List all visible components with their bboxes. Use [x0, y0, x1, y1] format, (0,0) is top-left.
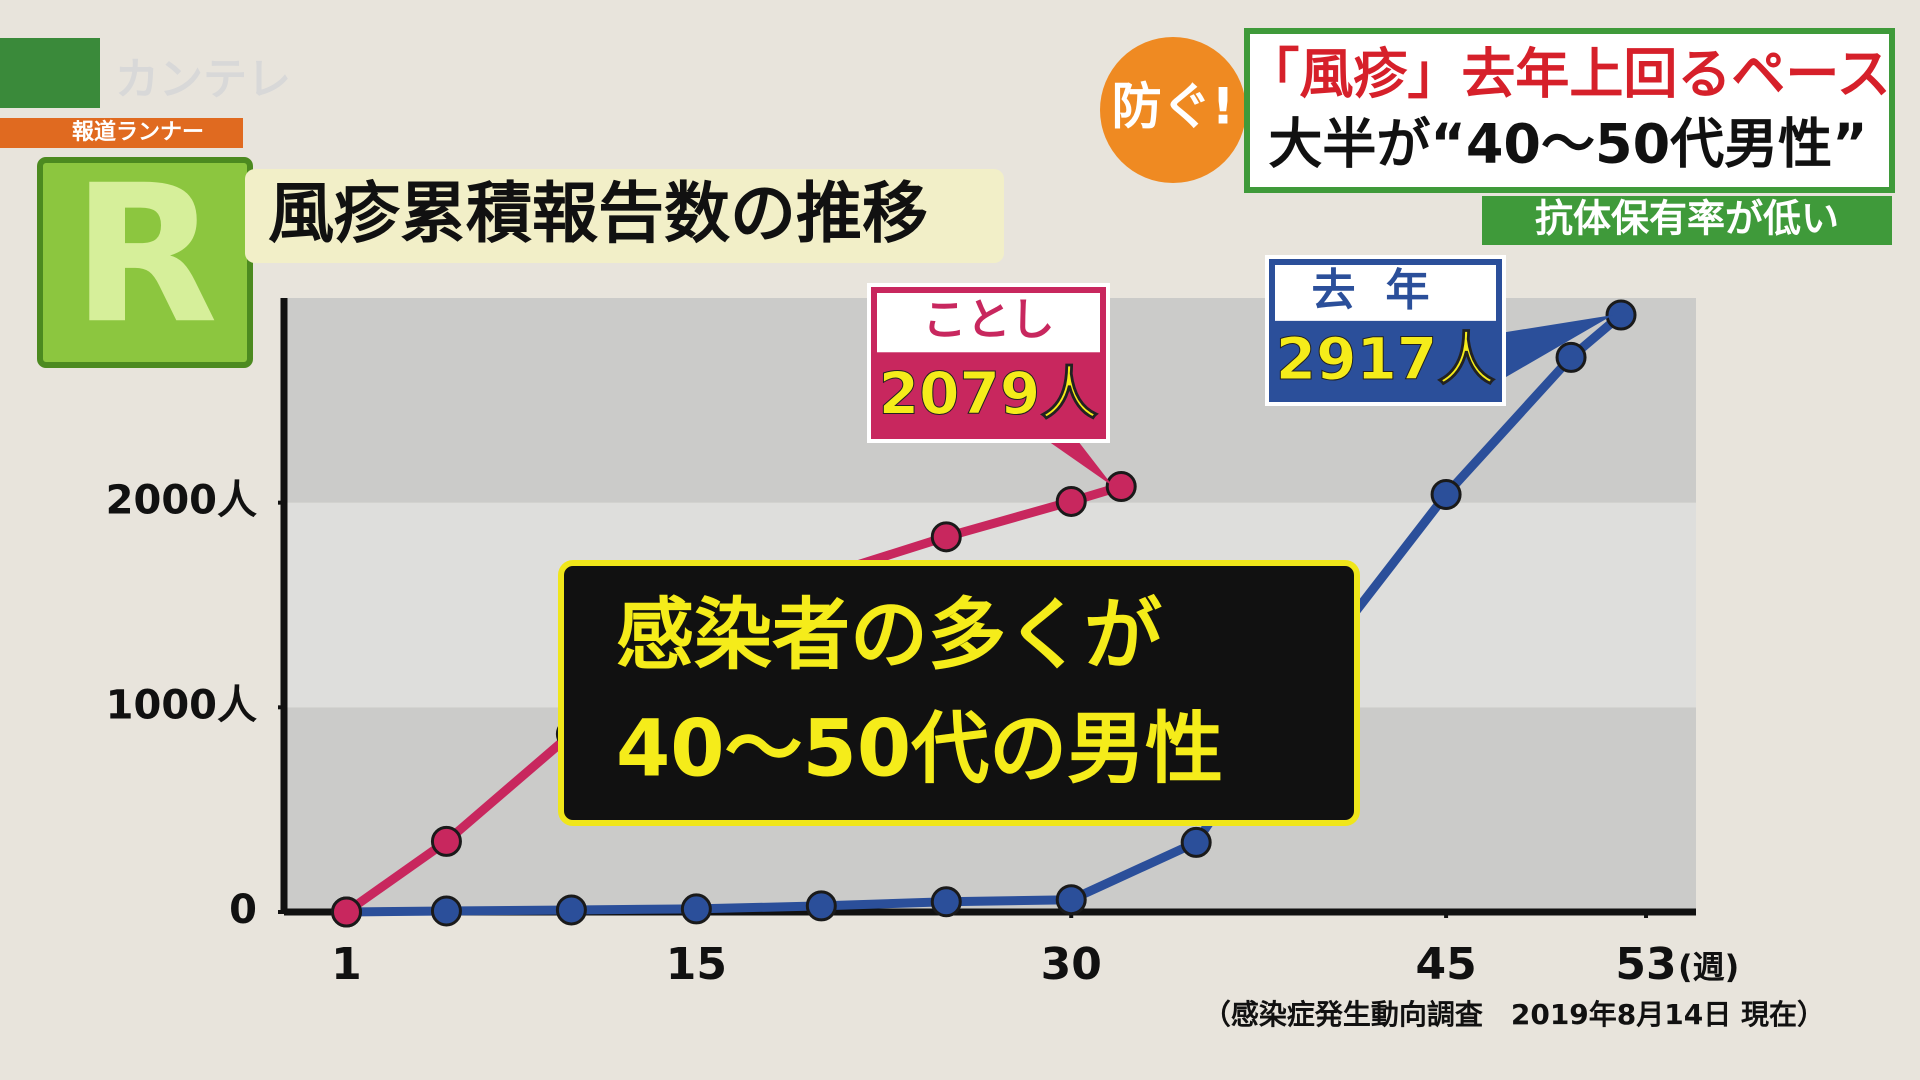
point: [1105, 470, 1137, 502]
x-tick-label: 30: [1041, 939, 1102, 990]
callout-name-bg: [877, 293, 1100, 353]
callout-name-bg: [1275, 265, 1496, 321]
x-tick-label: 15: [666, 939, 727, 990]
headline-line2: 大半が“40～50代男性”: [1268, 113, 1867, 176]
point: [1555, 341, 1587, 373]
callout-pointer: [1494, 314, 1614, 384]
point: [330, 896, 362, 928]
point: [1605, 299, 1637, 331]
channel-logo: カンテレ: [115, 54, 291, 105]
point: [930, 886, 962, 918]
annotation-text: 感染者の多くが: [616, 590, 1162, 680]
point: [1055, 884, 1087, 916]
annotation-text: 40～50代の男性: [616, 704, 1223, 794]
y-tick-label: 0: [229, 887, 257, 933]
badge-circle: [1100, 37, 1246, 183]
point: [1180, 826, 1212, 858]
legend-label: ことし: [923, 295, 1055, 346]
legend-label: 去年: [1312, 265, 1460, 316]
x-tick-label: 45: [1415, 939, 1476, 990]
headline-sub: 抗体保有率が低い: [1535, 197, 1839, 241]
x-unit: (週): [1678, 948, 1739, 986]
program-name: 報道ランナー: [72, 119, 204, 145]
point: [1430, 478, 1462, 510]
corner-badge-bg: [37, 157, 253, 368]
value-label: 2917人: [1276, 325, 1495, 393]
headline-line1: 「風疹」去年上回るペース: [1245, 43, 1890, 106]
point: [430, 825, 462, 857]
annotation-box: [558, 560, 1360, 826]
logo-bar: [0, 38, 100, 108]
corner-badge: R: [72, 144, 218, 365]
chart-title: 風疹累積報告数の推移: [268, 175, 928, 252]
headline-box: [1244, 28, 1895, 193]
program-bar: [0, 118, 243, 148]
x-tick-label: 1: [331, 939, 362, 990]
y-tick-label: 2000人: [106, 478, 257, 524]
x-tick-label: 53: [1615, 939, 1676, 990]
point: [680, 893, 712, 925]
value-label: 2079人: [879, 359, 1098, 427]
title-box: [245, 169, 1004, 263]
point: [430, 895, 462, 927]
point: [930, 521, 962, 553]
point: [1055, 485, 1087, 517]
y-tick-label: 1000人: [106, 682, 257, 728]
headline-sub-box: [1482, 196, 1892, 245]
callout-pointer: [1048, 441, 1114, 487]
point: [555, 894, 587, 926]
series-line: [346, 311, 1624, 917]
point: [805, 890, 837, 922]
source-note: （感染症発生動向調査 2019年8月14日 現在）: [1203, 998, 1825, 1031]
headline-badge: 防ぐ!: [1112, 78, 1235, 136]
